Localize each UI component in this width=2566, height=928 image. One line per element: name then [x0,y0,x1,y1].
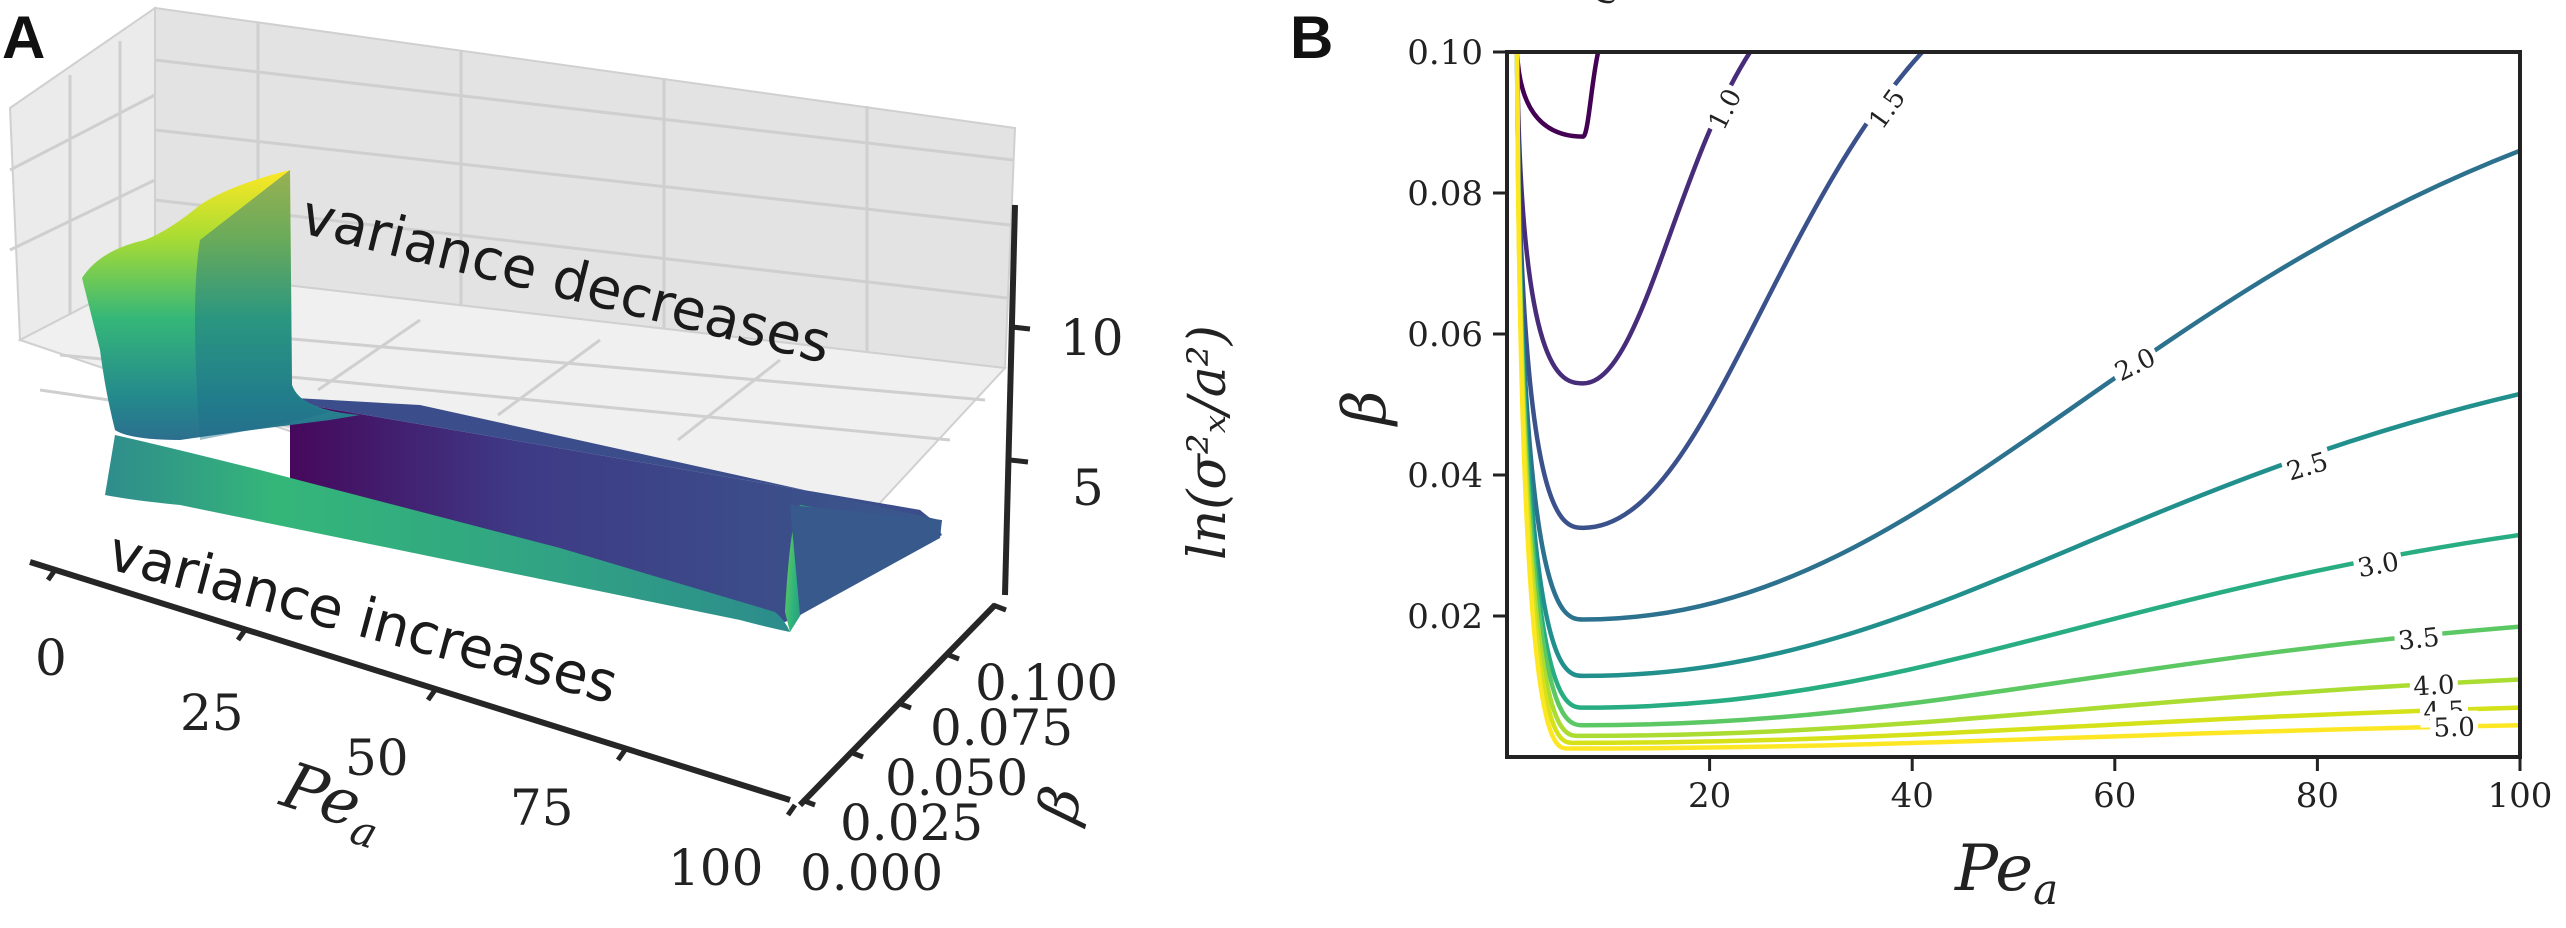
x-tick-1: 25 [180,684,244,742]
surface-right-edge [790,505,942,615]
panel-a-label: A [2,4,45,71]
y-tick-2: 0.050 [885,749,1028,807]
surface-top [290,402,942,622]
contour-labels: 0.51.01.52.02.53.03.54.04.55.0 [1588,0,2479,744]
contour-label-bg-3.0 [2351,544,2405,585]
y-tick-1: 0.025 [840,794,983,852]
contour-label-2.5: 2.5 [2283,447,2331,488]
contour-lines [1514,50,2521,751]
surface-3d [82,170,942,632]
x-tick-2: 50 [345,729,409,787]
contour-label-bg-3.5 [2393,620,2445,658]
contour-label-3.5: 3.5 [2397,623,2441,657]
contour-label-0.5: 0.5 [1591,0,1628,8]
y-tick-4: 0.100 [975,654,1118,712]
z-ticks-3d: 5 10 [1060,309,1124,517]
y-tick-3: 0.075 [930,699,1073,757]
contour-line-2.0 [1514,69,2521,622]
panel-b: B 0.51.01.52.02.53.03.54.04.55.0 2040608… [1290,0,2552,914]
contour-label-1.5: 1.5 [1863,84,1911,135]
y-axis-label-3d: β [1024,780,1096,830]
contour-label-3.0: 3.0 [2355,547,2401,584]
x-tick-label-60: 60 [2093,776,2136,816]
contour-label-bg-5.0 [2429,710,2479,744]
x-axis-label-b: Pea [1954,832,2058,914]
y-tick-label-0.04: 0.04 [1407,456,1483,496]
y-tick-label-0.08: 0.08 [1407,174,1483,214]
contour-line-4.0 [1514,51,2521,739]
z-tick-5: 5 [1072,459,1104,517]
x-tick-label-80: 80 [2296,776,2339,816]
surface-top-back [285,398,940,528]
x-tick-label-100: 100 [2488,776,2553,816]
y-ticks-3d: 0.000 0.025 0.050 0.075 0.100 [800,654,1118,902]
y-tick-label-0.06: 0.06 [1407,315,1483,355]
contour-line-0.5 [1514,51,1601,139]
surface-wall [82,170,360,440]
panel-a: A [2,4,1238,902]
x-tick-3: 75 [510,779,574,837]
plot-frame-b [1505,50,2522,759]
contour-label-bg-2.5 [2279,443,2335,489]
contour-line-3.0 [1514,51,2521,710]
contour-line-1.5 [1514,50,1924,531]
contour-label-5.0: 5.0 [2433,713,2475,744]
x-ticks-3d: 0 25 50 75 100 [35,629,763,897]
x-tick-label-20: 20 [1688,776,1731,816]
y-tick-label-0.10: 0.10 [1407,33,1483,73]
surface-front [105,435,790,632]
x-tick-4: 100 [668,839,763,897]
contour-label-bg-1.0 [1699,80,1750,138]
contour-line-3.5 [1514,51,2521,728]
contour-label-bg-2.0 [2106,339,2164,390]
z-tick-10: 10 [1060,309,1124,367]
y-axis-label-b: β [1330,390,1400,427]
x-tick-0: 0 [35,629,67,687]
y-ticks-b: 0.02 0.04 0.06 0.08 0.10 [1407,33,1507,637]
contour-line-1.0 [1514,50,1753,386]
surface-wall-face [195,170,330,440]
y-tick-label-0.02: 0.02 [1407,597,1483,637]
axis-ticks-3d [45,324,1031,817]
contour-label-bg-4.0 [2408,667,2459,703]
z-axis-label-3d: ln(σ²ₓ/a²) [1178,325,1238,560]
x-ticks-b: 20 40 60 80 100 [1688,757,2552,816]
y-tick-0: 0.000 [800,844,943,902]
contour-label-bg-1.5 [1859,79,1914,138]
x-tick-label-40: 40 [1891,776,1934,816]
contour-line-5.0 [1514,51,2521,751]
panel-b-label: B [1290,4,1333,71]
